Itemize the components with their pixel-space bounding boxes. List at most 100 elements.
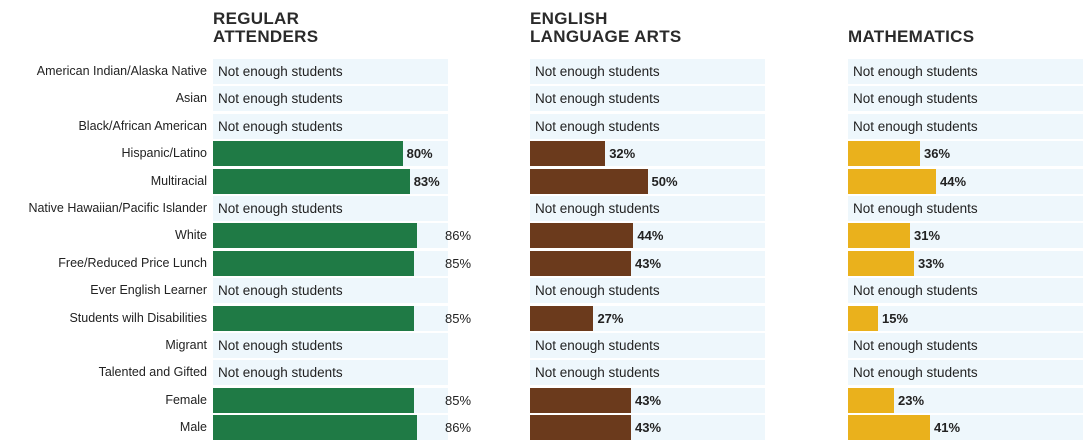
ela-value-label: 43% — [635, 392, 662, 408]
regular-value-label: 85% — [445, 310, 472, 326]
ela-track — [530, 278, 765, 304]
ela-not-enough-students: Not enough students — [535, 338, 660, 353]
math-track — [848, 278, 1083, 304]
row-label: Multiracial — [150, 173, 207, 188]
regular-value-label: 85% — [445, 392, 472, 408]
math-track — [848, 333, 1083, 358]
header-math: MATHEMATICS — [848, 28, 974, 46]
row-label: Black/African American — [78, 118, 207, 133]
math-bar — [848, 141, 920, 167]
math-track — [848, 305, 1083, 331]
ela-value-label: 27% — [597, 310, 624, 326]
header-ela: ENGLISH LANGUAGE ARTS — [530, 10, 682, 46]
ela-not-enough-students: Not enough students — [535, 118, 660, 134]
regular-not-enough-students: Not enough students — [218, 91, 343, 107]
math-not-enough-students: Not enough students — [853, 118, 978, 134]
regular-bar — [213, 305, 415, 331]
regular-track — [213, 333, 448, 358]
ela-bar — [530, 387, 632, 413]
ela-bar — [530, 223, 634, 249]
math-bar — [848, 387, 894, 413]
math-not-enough-students: Not enough students — [853, 338, 978, 353]
ela-bar — [530, 168, 648, 194]
row-label: Asian — [175, 91, 207, 106]
ela-value-label: 50% — [651, 173, 678, 189]
math-bar — [848, 415, 930, 440]
ela-bar — [530, 141, 606, 167]
math-not-enough-students: Not enough students — [853, 201, 978, 216]
regular-value-label: 86% — [445, 228, 472, 244]
regular-not-enough-students: Not enough students — [218, 283, 343, 299]
math-not-enough-students: Not enough students — [853, 64, 978, 79]
ela-value-label: 32% — [609, 146, 636, 162]
header-math-line1: MATHEMATICS — [848, 27, 975, 46]
ela-track — [530, 333, 765, 358]
math-bar — [848, 305, 878, 331]
math-value-label: 23% — [898, 392, 925, 408]
regular-bar — [213, 387, 415, 413]
math-track — [848, 59, 1083, 84]
ela-track — [530, 86, 765, 112]
regular-value-label: 86% — [445, 420, 472, 436]
row-label: White — [175, 228, 207, 243]
row-label: Male — [179, 420, 207, 435]
ela-not-enough-students: Not enough students — [535, 91, 660, 107]
row-label: Talented and Gifted — [98, 365, 207, 380]
row-label: Hispanic/Latino — [121, 146, 207, 161]
math-bar — [848, 250, 914, 276]
regular-track — [213, 113, 448, 139]
regular-track — [213, 360, 448, 386]
regular-not-enough-students: Not enough students — [218, 64, 343, 79]
ela-bar — [530, 250, 632, 276]
row-label: American Indian/Alaska Native — [36, 64, 207, 78]
math-track — [848, 86, 1083, 112]
ela-bar — [530, 415, 632, 440]
math-bar — [848, 223, 910, 249]
regular-track — [213, 278, 448, 304]
ela-track — [530, 360, 765, 386]
math-track — [848, 113, 1083, 139]
regular-value-label: 83% — [413, 173, 440, 189]
header-regular-attenders: REGULAR ATTENDERS — [213, 10, 318, 46]
math-not-enough-students: Not enough students — [853, 365, 978, 381]
row-label: Students wilh Disabilities — [69, 310, 207, 325]
header-regular-line2: ATTENDERS — [213, 27, 319, 46]
header-ela-line2: LANGUAGE ARTS — [530, 27, 682, 46]
regular-track — [213, 59, 448, 84]
regular-bar — [213, 250, 415, 276]
regular-bar — [213, 223, 417, 249]
math-value-label: 41% — [934, 420, 961, 436]
math-value-label: 36% — [924, 146, 951, 162]
ela-value-label: 43% — [635, 420, 662, 436]
ela-track — [530, 113, 765, 139]
ela-not-enough-students: Not enough students — [535, 201, 660, 216]
header-regular-line1: REGULAR — [213, 9, 300, 28]
ela-track — [530, 59, 765, 84]
math-not-enough-students: Not enough students — [853, 91, 978, 107]
math-value-label: 44% — [940, 173, 967, 189]
regular-value-label: 85% — [445, 255, 472, 271]
ela-value-label: 43% — [635, 255, 662, 271]
ela-not-enough-students: Not enough students — [535, 64, 660, 79]
row-label: Female — [165, 392, 207, 407]
math-value-label: 15% — [882, 310, 909, 326]
math-bar — [848, 168, 936, 194]
row-label: Migrant — [165, 338, 207, 352]
ela-track — [530, 196, 765, 221]
row-label: Free/Reduced Price Lunch — [58, 255, 207, 270]
regular-not-enough-students: Not enough students — [218, 365, 343, 381]
math-not-enough-students: Not enough students — [853, 283, 978, 299]
regular-not-enough-students: Not enough students — [218, 201, 343, 216]
regular-track — [213, 196, 448, 221]
math-value-label: 33% — [918, 255, 945, 271]
row-label: Native Hawaiian/Pacific Islander — [28, 201, 207, 215]
header-ela-line1: ENGLISH — [530, 9, 608, 28]
regular-not-enough-students: Not enough students — [218, 338, 343, 353]
math-value-label: 31% — [914, 228, 941, 244]
regular-bar — [213, 415, 417, 440]
math-track — [848, 360, 1083, 386]
ela-not-enough-students: Not enough students — [535, 365, 660, 381]
regular-bar — [213, 141, 403, 167]
math-track — [848, 196, 1083, 221]
regular-not-enough-students: Not enough students — [218, 118, 343, 134]
